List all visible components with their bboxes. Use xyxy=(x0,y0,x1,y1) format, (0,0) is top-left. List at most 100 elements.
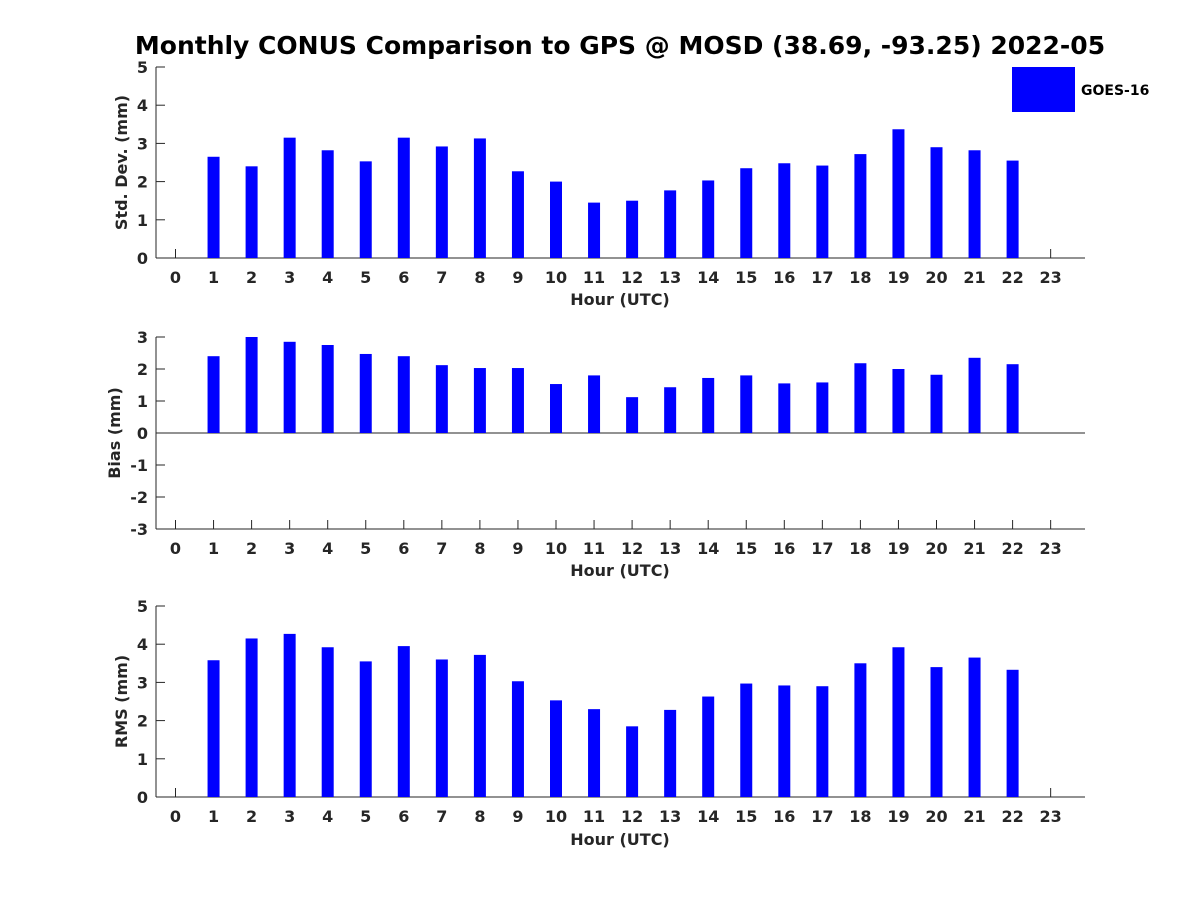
bar-hour-16 xyxy=(778,163,791,258)
x-tick-label: 20 xyxy=(925,268,947,287)
bar-hour-8 xyxy=(473,138,486,258)
x-tick-label: 16 xyxy=(773,539,795,558)
x-tick-label: 4 xyxy=(322,807,333,826)
x-tick-label: 10 xyxy=(545,539,567,558)
bar-hour-21 xyxy=(968,657,981,797)
bar-hour-21 xyxy=(968,150,981,258)
x-tick-label: 0 xyxy=(170,268,181,287)
bar-hour-18 xyxy=(854,363,867,433)
x-tick-label: 11 xyxy=(583,539,605,558)
bar-hour-15 xyxy=(740,375,753,433)
x-tick-label: 13 xyxy=(659,539,681,558)
x-tick-label: 6 xyxy=(398,807,409,826)
x-tick-label: 5 xyxy=(360,539,371,558)
x-tick-label: 15 xyxy=(735,539,757,558)
x-tick-label: 9 xyxy=(512,539,523,558)
x-tick-label: 12 xyxy=(621,807,643,826)
y-axis-label: Bias (mm) xyxy=(105,387,124,479)
bar-hour-20 xyxy=(930,374,943,433)
x-tick-label: 23 xyxy=(1040,807,1062,826)
x-tick-label: 12 xyxy=(621,539,643,558)
bar-hour-4 xyxy=(321,345,334,433)
y-tick-label: -3 xyxy=(130,520,148,539)
legend-label: GOES-16 xyxy=(1081,83,1149,99)
x-tick-label: 8 xyxy=(474,807,485,826)
y-tick-label: 0 xyxy=(137,788,148,807)
bar-hour-22 xyxy=(1006,669,1019,797)
y-tick-label: 5 xyxy=(137,597,148,616)
x-tick-label: 18 xyxy=(849,807,871,826)
bar-hour-13 xyxy=(664,709,677,797)
x-tick-label: 8 xyxy=(474,268,485,287)
y-tick-label: 1 xyxy=(137,392,148,411)
bar-hour-7 xyxy=(435,146,448,258)
x-tick-label: 17 xyxy=(811,539,833,558)
x-tick-label: 6 xyxy=(398,268,409,287)
x-tick-label: 14 xyxy=(697,807,719,826)
y-axis-label: RMS (mm) xyxy=(112,655,131,748)
y-tick-label: 0 xyxy=(137,424,148,443)
bar-hour-12 xyxy=(626,726,639,797)
y-tick-label: 3 xyxy=(137,134,148,153)
bar-hour-14 xyxy=(702,696,715,797)
x-tick-label: 22 xyxy=(1001,807,1023,826)
bar-hour-22 xyxy=(1006,160,1019,258)
x-tick-label: 6 xyxy=(398,539,409,558)
y-tick-label: 2 xyxy=(137,173,148,192)
x-tick-label: 3 xyxy=(284,268,295,287)
bar-hour-5 xyxy=(359,353,372,433)
y-tick-label: 3 xyxy=(137,673,148,692)
bar-hour-19 xyxy=(892,369,905,433)
bar-hour-3 xyxy=(283,137,296,258)
x-tick-label: 9 xyxy=(512,268,523,287)
x-tick-label: 12 xyxy=(621,268,643,287)
x-tick-label: 19 xyxy=(887,268,909,287)
x-tick-label: 22 xyxy=(1001,539,1023,558)
x-tick-label: 1 xyxy=(208,268,219,287)
y-axis-label: Std. Dev. (mm) xyxy=(112,95,131,230)
x-tick-label: 1 xyxy=(208,539,219,558)
bar-hour-9 xyxy=(511,368,524,433)
x-tick-label: 22 xyxy=(1001,268,1023,287)
x-tick-label: 23 xyxy=(1040,268,1062,287)
bar-hour-14 xyxy=(702,180,715,258)
x-tick-label: 20 xyxy=(925,539,947,558)
x-tick-label: 18 xyxy=(849,268,871,287)
bar-hour-9 xyxy=(511,171,524,258)
bar-hour-14 xyxy=(702,377,715,433)
y-tick-label: 4 xyxy=(137,96,148,115)
bar-hour-1 xyxy=(207,356,220,433)
x-tick-label: 11 xyxy=(583,268,605,287)
x-tick-label: 2 xyxy=(246,807,257,826)
bar-hour-11 xyxy=(588,709,601,797)
bar-hour-15 xyxy=(740,683,753,797)
x-tick-label: 13 xyxy=(659,268,681,287)
x-tick-label: 17 xyxy=(811,807,833,826)
x-axis-label: Hour (UTC) xyxy=(570,290,670,309)
x-tick-label: 3 xyxy=(284,539,295,558)
bar-hour-15 xyxy=(740,168,753,258)
bar-hour-6 xyxy=(397,137,410,258)
x-tick-label: 14 xyxy=(697,268,719,287)
y-tick-label: 1 xyxy=(137,211,148,230)
bar-hour-4 xyxy=(321,647,334,797)
bar-hour-2 xyxy=(245,166,258,258)
x-tick-label: 4 xyxy=(322,268,333,287)
bar-hour-7 xyxy=(435,365,448,433)
bar-hour-6 xyxy=(397,356,410,433)
bar-hour-5 xyxy=(359,161,372,258)
x-tick-label: 17 xyxy=(811,268,833,287)
bar-hour-11 xyxy=(588,375,601,433)
bar-hour-3 xyxy=(283,633,296,797)
x-tick-label: 9 xyxy=(512,807,523,826)
x-tick-label: 18 xyxy=(849,539,871,558)
bar-hour-4 xyxy=(321,150,334,258)
x-tick-label: 11 xyxy=(583,807,605,826)
bar-hour-10 xyxy=(550,700,562,797)
bar-hour-22 xyxy=(1006,364,1019,433)
bar-hour-17 xyxy=(816,686,829,797)
bar-hour-13 xyxy=(664,387,677,433)
bar-hour-19 xyxy=(892,129,905,258)
